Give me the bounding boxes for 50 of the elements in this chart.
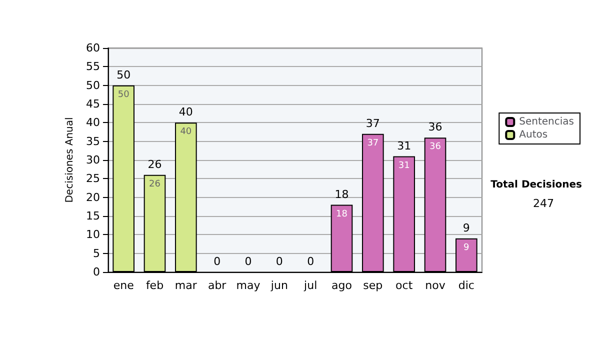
data-label: 18 (336, 209, 348, 220)
text: 247 (533, 197, 554, 210)
data-label: 50 (118, 90, 130, 100)
x-tick-label: jul (303, 279, 318, 292)
total-label: 50 (116, 68, 131, 82)
legend-label: Autos (519, 130, 548, 140)
y-tick-label: 40 (86, 116, 100, 130)
y-tick-label: 60 (86, 42, 100, 54)
x-tick-label: sep (363, 279, 383, 292)
data-label: 31 (398, 160, 410, 171)
x-tick-label: oct (396, 279, 414, 292)
total-label: 18 (334, 188, 349, 201)
total-label: 0 (276, 255, 283, 268)
data-label: 26 (149, 179, 161, 190)
x-tick-label: nov (425, 279, 446, 292)
x-tick-label: ene (113, 279, 134, 292)
y-tick-label: 10 (86, 228, 100, 242)
data-label: 37 (367, 138, 379, 148)
x-tick-label: may (236, 279, 261, 292)
total-label: 40 (178, 106, 193, 119)
total-label: 31 (397, 139, 412, 152)
y-tick-label: 55 (86, 60, 100, 74)
text: Total Decisiones (490, 180, 582, 190)
y-tick-label: 5 (93, 246, 100, 260)
y-tick-label: 0 (93, 266, 100, 278)
y-tick-label: 35 (86, 134, 100, 148)
y-axis-title: Decisiones Anual (64, 117, 76, 203)
total-label: 0 (307, 255, 314, 268)
total-label: 36 (428, 120, 442, 134)
x-tick-label: abr (208, 279, 227, 292)
x-tick-label: ago (332, 279, 352, 292)
y-tick-label: 20 (86, 190, 100, 204)
x-tick-label: feb (146, 279, 164, 292)
total-label: 37 (366, 116, 380, 130)
y-tick-label: 25 (86, 172, 100, 186)
y-tick-label: 30 (86, 154, 100, 166)
data-label: 36 (430, 142, 442, 152)
total-label: 0 (214, 255, 221, 268)
y-tick-label: 45 (86, 98, 100, 110)
total-label: 0 (244, 255, 252, 268)
legend-label: Sentencias (519, 116, 574, 128)
total-label: 26 (148, 158, 162, 171)
data-label: 40 (180, 127, 192, 138)
data-label: 9 (464, 242, 470, 253)
y-tick-label: 15 (86, 210, 100, 222)
total-label: 9 (462, 221, 470, 234)
x-tick-label: mar (174, 279, 198, 292)
x-tick-label: jun (270, 279, 288, 292)
y-tick-label: 50 (86, 78, 100, 92)
x-tick-label: dic (458, 279, 474, 292)
